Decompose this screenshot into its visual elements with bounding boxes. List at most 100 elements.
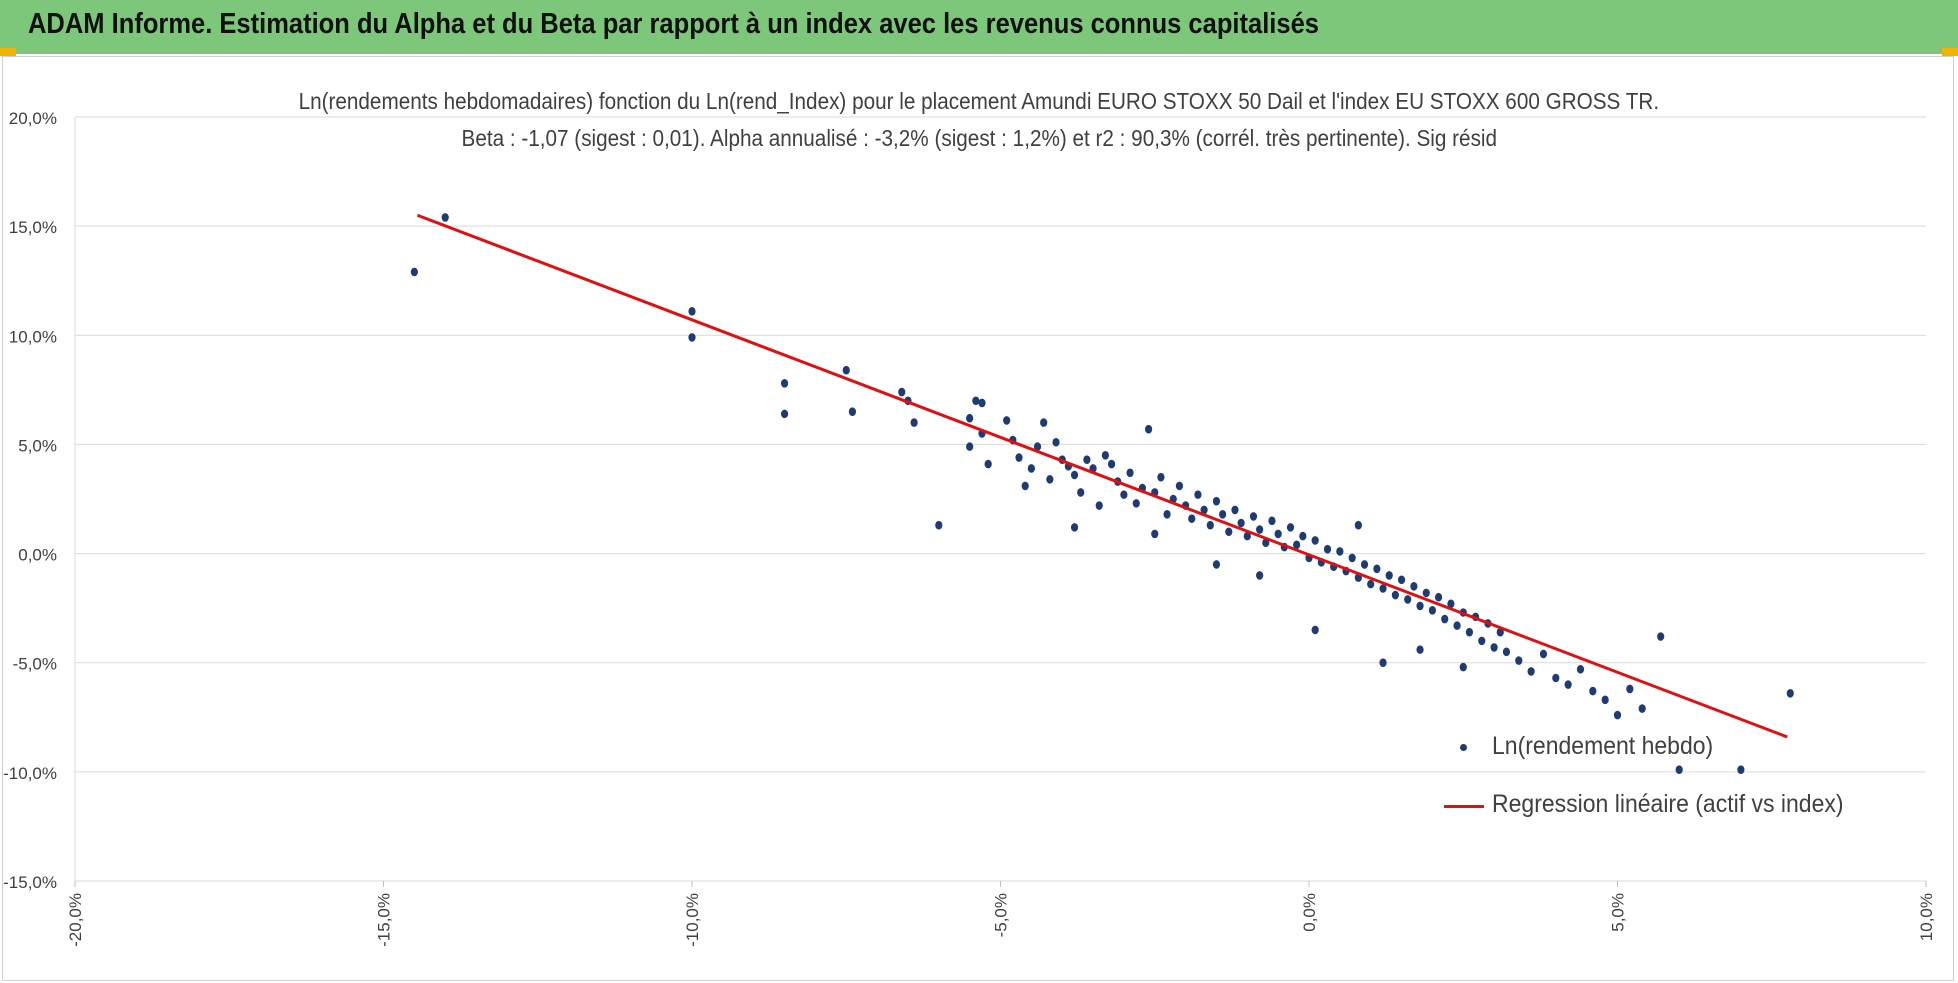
data-point	[1299, 531, 1307, 541]
legend-label-points: Ln(rendement hebdo)	[1492, 732, 1714, 760]
data-point	[1459, 662, 1467, 672]
data-point	[1083, 455, 1091, 465]
data-point	[1496, 627, 1504, 637]
data-point	[1070, 523, 1079, 532]
corner-marker-left	[0, 48, 16, 56]
data-point	[1737, 765, 1745, 774]
data-point	[1175, 481, 1184, 491]
regression-line	[416, 213, 1788, 739]
report-title: ADAM Informe. Estimation du Alpha et du …	[28, 8, 1319, 40]
data-point	[1077, 488, 1085, 497]
data-point	[1311, 536, 1319, 545]
legend-marker-regression	[1444, 805, 1484, 808]
data-point	[1502, 647, 1511, 657]
data-point	[1367, 579, 1375, 589]
data-point	[1212, 496, 1221, 506]
data-point	[1070, 470, 1079, 480]
data-point	[1391, 590, 1399, 600]
data-point	[1527, 667, 1535, 676]
chart-frame	[2, 56, 1954, 981]
data-point	[1416, 601, 1424, 611]
data-point	[1657, 632, 1665, 641]
data-point	[1231, 505, 1239, 515]
data-point	[1194, 490, 1202, 499]
data-point	[1046, 475, 1054, 484]
data-point	[1416, 645, 1424, 654]
data-point	[1397, 575, 1406, 585]
y-tick-label: -10,0%	[3, 764, 57, 783]
data-point	[1447, 599, 1455, 609]
y-tick-label: 20,0%	[9, 109, 57, 128]
data-point	[1021, 481, 1029, 491]
data-point	[1040, 418, 1048, 427]
y-tick-label: 10,0%	[9, 327, 57, 346]
data-point	[1144, 424, 1153, 434]
data-point	[1268, 516, 1276, 526]
data-point	[1638, 704, 1646, 713]
y-tick-label: 15,0%	[9, 218, 57, 237]
data-point	[842, 365, 850, 375]
data-point	[1120, 490, 1128, 499]
report-banner: ADAM Informe. Estimation du Alpha et du …	[0, 0, 1958, 54]
data-point	[1126, 468, 1134, 478]
x-tick-label: 5,0%	[1609, 893, 1628, 932]
data-point	[1354, 520, 1362, 530]
data-point	[1336, 547, 1344, 556]
data-point	[1552, 673, 1560, 683]
data-point	[1212, 560, 1221, 569]
data-point	[848, 407, 857, 416]
data-point	[1052, 437, 1060, 447]
data-point	[1379, 584, 1387, 593]
data-point	[780, 409, 789, 419]
data-point	[1410, 582, 1418, 591]
data-point	[1675, 765, 1683, 774]
data-point	[1539, 649, 1548, 659]
data-point	[966, 413, 974, 423]
data-point	[1219, 509, 1227, 519]
data-point	[410, 267, 418, 277]
legend-label-regression: Regression linéaire (actif vs index)	[1492, 790, 1844, 818]
data-point	[978, 398, 986, 408]
chart-legend: Ln(rendement hebdo) Regression linéaire …	[1430, 728, 1950, 888]
x-tick-label: 0,0%	[1300, 893, 1319, 932]
data-point	[1348, 553, 1356, 563]
legend-item-regression: Regression linéaire (actif vs index)	[1430, 786, 1950, 826]
data-point	[1323, 544, 1332, 554]
data-point	[688, 306, 696, 316]
data-point	[1428, 606, 1436, 615]
data-point	[1490, 643, 1498, 652]
data-point	[1422, 588, 1430, 598]
data-point	[1379, 658, 1387, 668]
data-point	[1132, 499, 1140, 508]
x-tick-label: -10,0%	[683, 893, 702, 947]
x-tick-label: -15,0%	[375, 893, 394, 947]
data-point	[984, 459, 992, 469]
chart-title: Ln(rendements hebdomadaires) fonction du…	[298, 88, 1660, 114]
data-point	[441, 213, 449, 222]
data-point	[898, 387, 906, 397]
data-point	[1286, 523, 1295, 532]
data-point	[1404, 595, 1412, 604]
data-point	[688, 333, 696, 342]
data-point	[1027, 464, 1035, 473]
data-point	[1441, 614, 1449, 624]
y-tick-label: 5,0%	[18, 436, 57, 455]
data-point	[1237, 518, 1245, 528]
y-tick-label: -5,0%	[13, 655, 57, 674]
data-point	[1311, 625, 1319, 635]
x-tick-label: 10,0%	[1917, 893, 1936, 941]
data-point	[1274, 529, 1282, 539]
data-point	[780, 379, 789, 388]
data-point	[1453, 621, 1461, 630]
data-point	[1786, 688, 1794, 698]
data-point	[1188, 514, 1196, 523]
data-point	[1626, 684, 1634, 694]
data-point	[1033, 442, 1042, 451]
data-point	[910, 418, 918, 427]
x-tick-label: -20,0%	[66, 893, 85, 947]
data-point	[1163, 509, 1171, 519]
data-point	[1095, 501, 1103, 510]
data-point	[1293, 540, 1301, 550]
data-point	[1385, 571, 1393, 580]
